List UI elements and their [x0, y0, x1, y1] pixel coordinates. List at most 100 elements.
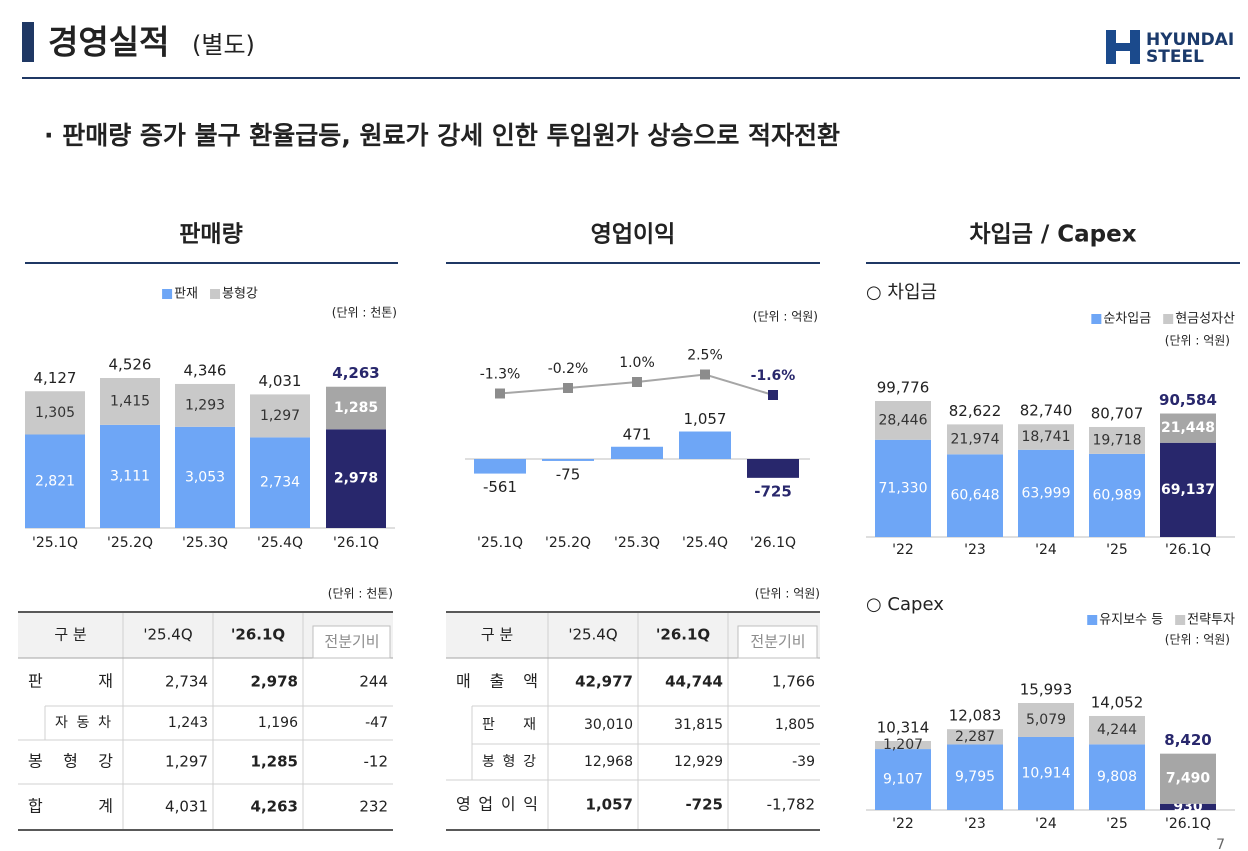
legend-label: 순차입금: [1103, 312, 1151, 327]
bar: [474, 459, 526, 474]
x-tick-label: '25.3Q: [614, 535, 660, 551]
bar-segment: [1018, 449, 1074, 537]
legend-label: 봉형강: [222, 287, 258, 302]
bar-segment: [326, 386, 386, 430]
x-tick-label: '25.4Q: [682, 535, 728, 551]
value-label: 9,795: [955, 769, 995, 785]
total-label: 4,346: [184, 361, 227, 379]
value-label: 1.0%: [619, 355, 655, 371]
total-label: 82,740: [1020, 402, 1073, 420]
table-cell: 1,805: [775, 717, 815, 733]
total-label: 90,584: [1159, 391, 1217, 409]
slide-title: 경영실적: [48, 23, 169, 62]
x-tick-label: '25.3Q: [182, 535, 228, 551]
line-marker: [768, 390, 778, 400]
value-label: 21,448: [1161, 420, 1215, 436]
page-number: 7: [1216, 837, 1225, 851]
bar-segment: [875, 439, 931, 537]
bar-segment: [875, 401, 931, 440]
bar-segment: [1160, 803, 1216, 810]
value-label: 4,244: [1097, 722, 1137, 738]
logo-text: HYUNDAI: [1146, 30, 1234, 50]
value-label: 3,111: [110, 468, 150, 484]
value-label: 10,914: [1022, 765, 1071, 781]
total-label: 4,031: [259, 372, 302, 390]
value-label: 9,107: [883, 772, 923, 788]
value-label: 1,305: [35, 405, 75, 421]
bar: [611, 446, 663, 459]
table-cell: 1,057: [586, 796, 633, 814]
total-label: 82,622: [949, 402, 1002, 420]
unit-label: (단위 : 억원): [753, 310, 818, 324]
value-label: 3,053: [185, 469, 225, 485]
table-header: 구 분: [481, 626, 514, 644]
x-tick-label: '22: [892, 542, 914, 558]
line-marker: [632, 377, 642, 387]
table-cell: 12,968: [584, 754, 633, 770]
x-tick-label: '25.2Q: [107, 535, 153, 551]
value-label: 7,490: [1166, 771, 1211, 787]
row-label: 합 계: [28, 797, 113, 816]
value-label: -725: [754, 482, 792, 500]
legend-label: 전략투자: [1187, 613, 1235, 628]
bar-segment: [100, 378, 160, 425]
bar-segment: [100, 424, 160, 528]
legend-label: 현금성자산: [1175, 312, 1235, 327]
unit-label: (단위 : 억원): [1165, 633, 1230, 647]
table-cell: 244: [359, 673, 388, 691]
table-cell: 31,815: [674, 717, 723, 733]
table-header: 전분기비: [750, 633, 805, 651]
unit-label: (단위 : 억원): [755, 587, 820, 601]
chart-title: ○ 차입금: [866, 282, 937, 303]
legend: 판재 봉형강: [162, 287, 258, 302]
row-label: 매 출 액: [456, 672, 538, 691]
row-label: 판 재: [482, 717, 536, 733]
value-label: 1,207: [883, 737, 923, 753]
unit-label: (단위 : 억원): [1165, 334, 1230, 348]
legend-label: 판재: [174, 287, 198, 302]
table-header: '26.1Q: [656, 626, 710, 644]
headline: · 판매량 증가 불구 환율급등, 원료가 강세 인한 투입원가 상승으로 적자…: [44, 121, 840, 150]
total-label: 10,314: [877, 718, 930, 736]
x-tick-label: '23: [964, 542, 986, 558]
bar-segment: [947, 729, 1003, 745]
bar-segment: [25, 391, 85, 435]
bar-segment: [175, 426, 235, 528]
unit-label: (단위 : 천톤): [332, 305, 397, 320]
table-cell: 232: [359, 798, 388, 816]
section-title: 판매량: [179, 222, 242, 248]
header-box: [737, 625, 818, 659]
bar: [747, 459, 799, 478]
value-label: -75: [556, 465, 581, 483]
bar-segment: [250, 437, 310, 528]
table-cell: 4,031: [165, 798, 208, 816]
legend-swatch: [1163, 314, 1174, 324]
legend-swatch: [162, 289, 173, 299]
bar-segment: [1089, 426, 1145, 454]
table-cell: 4,263: [251, 798, 298, 816]
value-label: 1,293: [185, 397, 225, 413]
legend-swatch: [210, 289, 221, 299]
value-label: 19,718: [1093, 432, 1142, 448]
bar: [679, 431, 731, 459]
table-cell: 2,734: [165, 673, 208, 691]
table-cell: 1,285: [251, 753, 298, 771]
total-label: 80,707: [1091, 404, 1144, 422]
total-label: 15,993: [1020, 681, 1073, 699]
legend: 순차입금 현금성자산: [1091, 312, 1235, 327]
total-label: 4,127: [34, 369, 77, 387]
bar-segment: [326, 429, 386, 528]
table-cell: 1,196: [258, 715, 298, 731]
value-label: 2,821: [35, 473, 75, 489]
value-label: 2,734: [260, 475, 300, 491]
value-label: 9,808: [1097, 769, 1137, 785]
value-label: -1.3%: [480, 367, 521, 383]
value-label: 21,974: [951, 431, 1000, 447]
slide-subtitle: (별도): [192, 31, 255, 59]
total-label: 12,083: [949, 707, 1002, 725]
row-label: 봉 형 강: [482, 754, 536, 770]
value-label: 71,330: [879, 480, 928, 496]
bar-segment: [875, 740, 931, 750]
legend-label: 유지보수 등: [1099, 613, 1163, 628]
